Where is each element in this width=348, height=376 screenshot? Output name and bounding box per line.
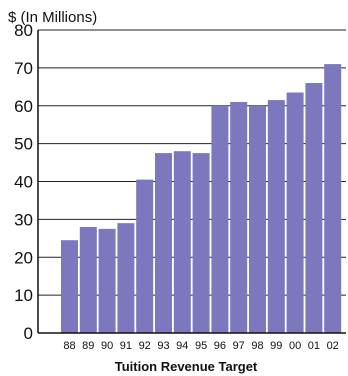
x-tick-label: 01 [308,340,320,352]
y-tick-label: 50 [14,135,33,154]
y-axis-unit-label: $ (In Millions) [8,9,97,26]
x-tick-label: 92 [139,340,151,352]
x-tick-label: 97 [233,340,245,352]
bar-00 [286,92,304,334]
bar-88 [61,240,78,333]
bar-97 [230,101,248,334]
y-tick-label: 20 [14,248,33,267]
bar-90 [98,228,116,333]
x-tick-label: 00 [289,340,301,352]
y-tick-label: 30 [14,210,33,229]
chart-title: Tuition Revenue Target [115,359,258,374]
y-tick-label: 10 [14,286,33,305]
bars [61,64,342,334]
x-tick-label: 88 [63,340,75,352]
x-tick-label: 96 [214,340,226,352]
x-tick-label: 91 [120,340,132,352]
bar-96 [211,105,229,333]
x-tick-label: 94 [176,340,188,352]
bar-95 [192,153,210,333]
x-axis-ticks: 88 89 90 91 92 93 94 95 96 97 98 99 00 01 02 [63,340,338,352]
x-tick-label: 02 [327,340,339,352]
x-tick-label: 98 [251,340,263,352]
x-tick-label: 89 [82,340,94,352]
bar-94 [173,151,191,333]
bar-98 [249,105,266,333]
bar-99 [267,100,285,333]
bar-02 [324,64,342,334]
x-tick-label: 99 [270,340,282,352]
bar-01 [305,83,323,334]
x-tick-label: 95 [195,340,207,352]
x-tick-label: 90 [101,340,113,352]
y-tick-label: 70 [14,59,33,78]
bar-92 [136,179,154,333]
bar-89 [79,226,97,333]
y-axis-ticks: 0 10 20 30 40 50 60 70 80 [14,21,33,343]
bar-93 [155,153,172,333]
y-tick-label: 80 [14,21,33,40]
y-tick-label: 0 [24,324,33,343]
y-tick-label: 60 [14,97,33,116]
bar-91 [117,223,135,333]
y-tick-label: 40 [14,173,33,192]
x-tick-label: 93 [157,340,169,352]
